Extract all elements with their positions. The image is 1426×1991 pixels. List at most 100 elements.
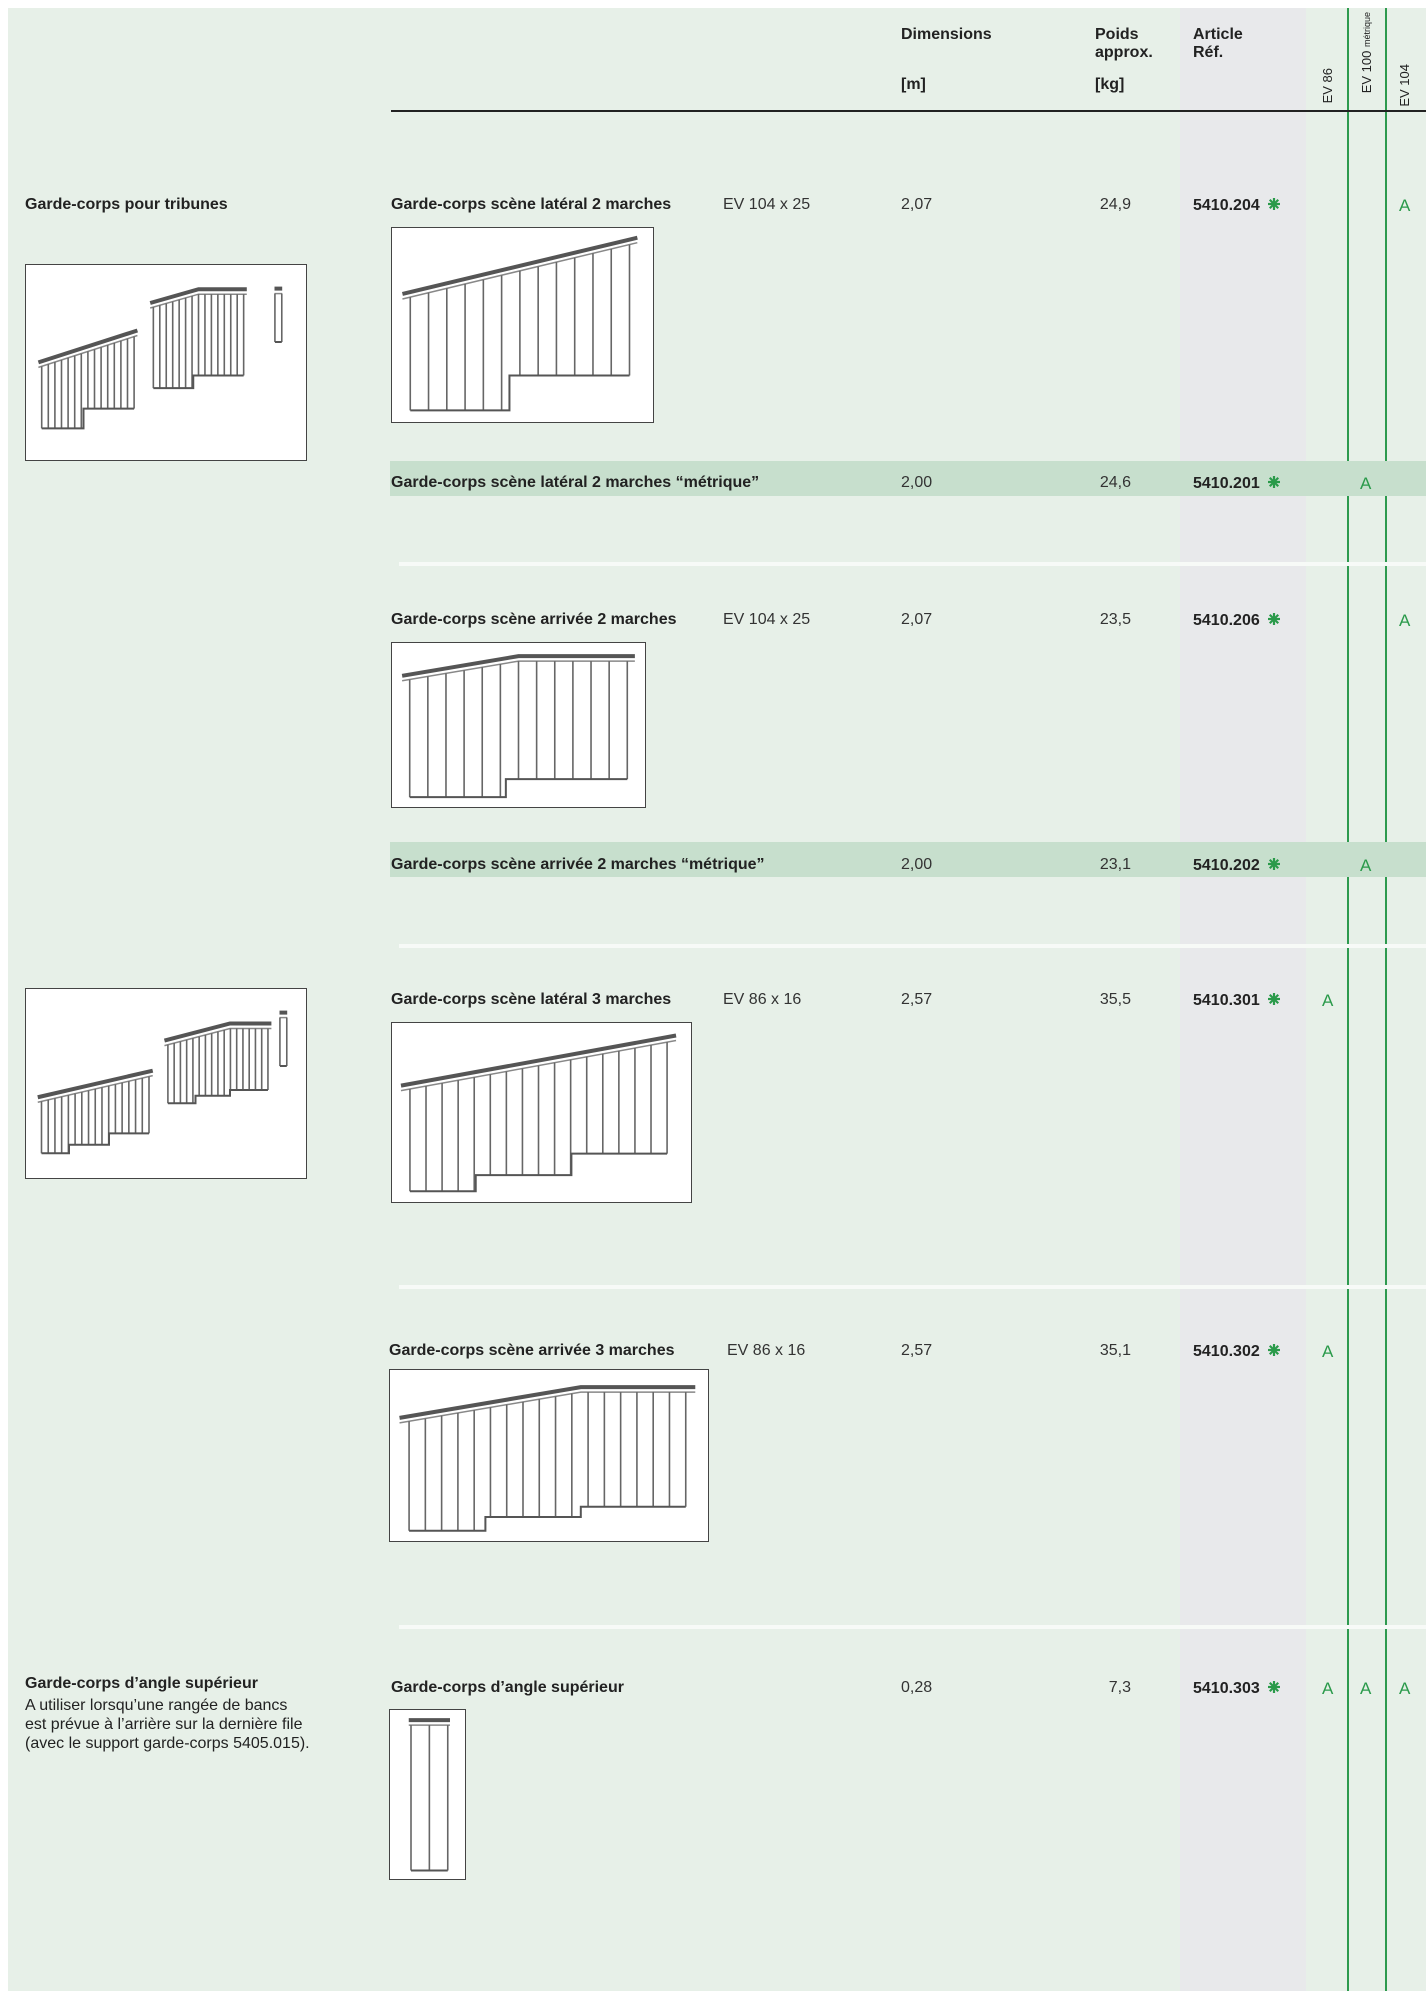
compat-mark: A — [1360, 1679, 1372, 1698]
railing-sketch — [401, 235, 638, 412]
rail-inner — [400, 1039, 677, 1092]
overview-sketch — [37, 1010, 288, 1155]
dimension: 2,00 — [901, 474, 933, 491]
group-description: A utiliser lorsqu’une rangée de bancs est… — [25, 1696, 310, 1753]
header-ev100-note: métrique — [1362, 12, 1372, 48]
article-ref: 5410.204 — [1193, 196, 1282, 215]
rail-inner — [399, 1391, 696, 1424]
overview-image — [25, 264, 307, 461]
product-name: Garde-corps scène latéral 2 marches — [391, 196, 672, 213]
compat-mark: A — [1360, 856, 1372, 875]
dimension: 2,57 — [901, 991, 933, 1008]
ref-number: 5410.204 — [1193, 197, 1260, 214]
base — [409, 778, 628, 799]
rail-inner — [401, 660, 635, 682]
overview-part — [163, 1021, 272, 1105]
product-name: Garde-corps scène arrivée 3 marches — [389, 1342, 675, 1359]
rail — [37, 328, 139, 365]
dimension: 2,07 — [901, 196, 933, 213]
weight: 23,5 — [1099, 611, 1131, 628]
header-ev104: EV 104 — [1397, 64, 1412, 107]
rail — [399, 1385, 696, 1420]
header-dimensions: Dimensions — [901, 26, 992, 43]
compat-mark: A — [1322, 1679, 1334, 1698]
weight: 24,6 — [1099, 474, 1131, 491]
ref-number: 5410.303 — [1193, 1680, 1260, 1697]
weight: 24,9 — [1099, 196, 1131, 213]
overview-part — [279, 1010, 288, 1067]
article-ref: 5410.202 — [1193, 856, 1282, 875]
header-unit: [m] — [901, 76, 926, 93]
separator — [399, 562, 1426, 566]
ref-number: 5410.302 — [1193, 1343, 1260, 1360]
header-ev100-name: EV 100 — [1359, 50, 1374, 94]
row-highlight — [390, 461, 1426, 496]
overview-image — [25, 988, 307, 1179]
weight: 35,1 — [1099, 1342, 1131, 1359]
base — [41, 1132, 149, 1155]
group-title: Garde-corps pour tribunes — [25, 196, 228, 213]
new-marker — [1267, 198, 1280, 210]
weight: 7,3 — [1108, 1679, 1131, 1696]
product-spec: EV 104 x 25 — [723, 196, 811, 213]
marker-stroke — [1268, 476, 1279, 488]
product-image — [391, 227, 654, 423]
column-rule — [1385, 8, 1387, 1991]
overview-sketch — [37, 286, 283, 430]
product-image — [389, 1709, 466, 1880]
rail-inner — [402, 241, 638, 300]
product-spec: EV 86 x 16 — [727, 1342, 806, 1359]
base — [409, 1152, 668, 1193]
ref-number: 5410.206 — [1193, 612, 1260, 629]
marker-stroke — [1268, 858, 1279, 870]
marker-stroke — [1268, 613, 1279, 625]
weight: 35,5 — [1099, 991, 1131, 1008]
article-ref: 5410.301 — [1193, 991, 1282, 1010]
product-name: Garde-corps scène arrivée 2 marches — [391, 611, 677, 628]
header-article: Article Réf. — [1193, 26, 1243, 61]
compat-mark: A — [1322, 991, 1334, 1010]
header-rule — [391, 110, 1426, 112]
base — [167, 1089, 268, 1105]
article-ref: 5410.206 — [1193, 611, 1282, 630]
base — [153, 374, 244, 390]
overview-part — [149, 287, 247, 390]
new-marker — [1267, 476, 1280, 488]
rail — [149, 287, 247, 305]
marker-stroke — [1268, 1681, 1279, 1693]
overview-part — [37, 1068, 154, 1155]
rail — [401, 654, 635, 678]
dimension: 2,57 — [901, 1342, 933, 1359]
new-marker — [1267, 613, 1280, 625]
description-line: (avec le support garde-corps 5405.015). — [25, 1735, 310, 1752]
new-marker — [1267, 993, 1280, 1005]
rail-inner — [37, 1074, 153, 1103]
header-ev100: EV 100 métrique — [1359, 12, 1374, 93]
railing-sketch — [399, 1385, 696, 1532]
ref-number: 5410.202 — [1193, 857, 1260, 874]
railing-sketch — [408, 1718, 450, 1872]
product-image — [389, 1369, 709, 1542]
marker-stroke — [1268, 1344, 1279, 1356]
dimension: 0,28 — [901, 1679, 933, 1696]
product-spec: EV 86 x 16 — [723, 991, 802, 1008]
base — [41, 407, 135, 430]
product-name: Garde-corps d’angle supérieur — [391, 1679, 624, 1696]
separator — [399, 944, 1426, 948]
overview-part — [37, 328, 139, 430]
ref-column — [1180, 8, 1306, 1991]
rail — [163, 1021, 272, 1043]
new-marker — [1267, 858, 1280, 870]
product-name: Garde-corps scène arrivée 2 marches “mét… — [391, 856, 765, 873]
new-marker — [1267, 1681, 1280, 1693]
dimension: 2,00 — [901, 856, 933, 873]
article-ref: 5410.302 — [1193, 1342, 1282, 1361]
header-weight: Poids approx. — [1095, 26, 1153, 61]
railing-sketch — [400, 1033, 677, 1193]
product-image — [391, 1022, 692, 1203]
compat-mark: A — [1322, 1342, 1334, 1361]
compat-mark: A — [1399, 196, 1411, 215]
ref-number: 5410.301 — [1193, 992, 1260, 1009]
group-title: Garde-corps d’angle supérieur — [25, 1675, 258, 1692]
